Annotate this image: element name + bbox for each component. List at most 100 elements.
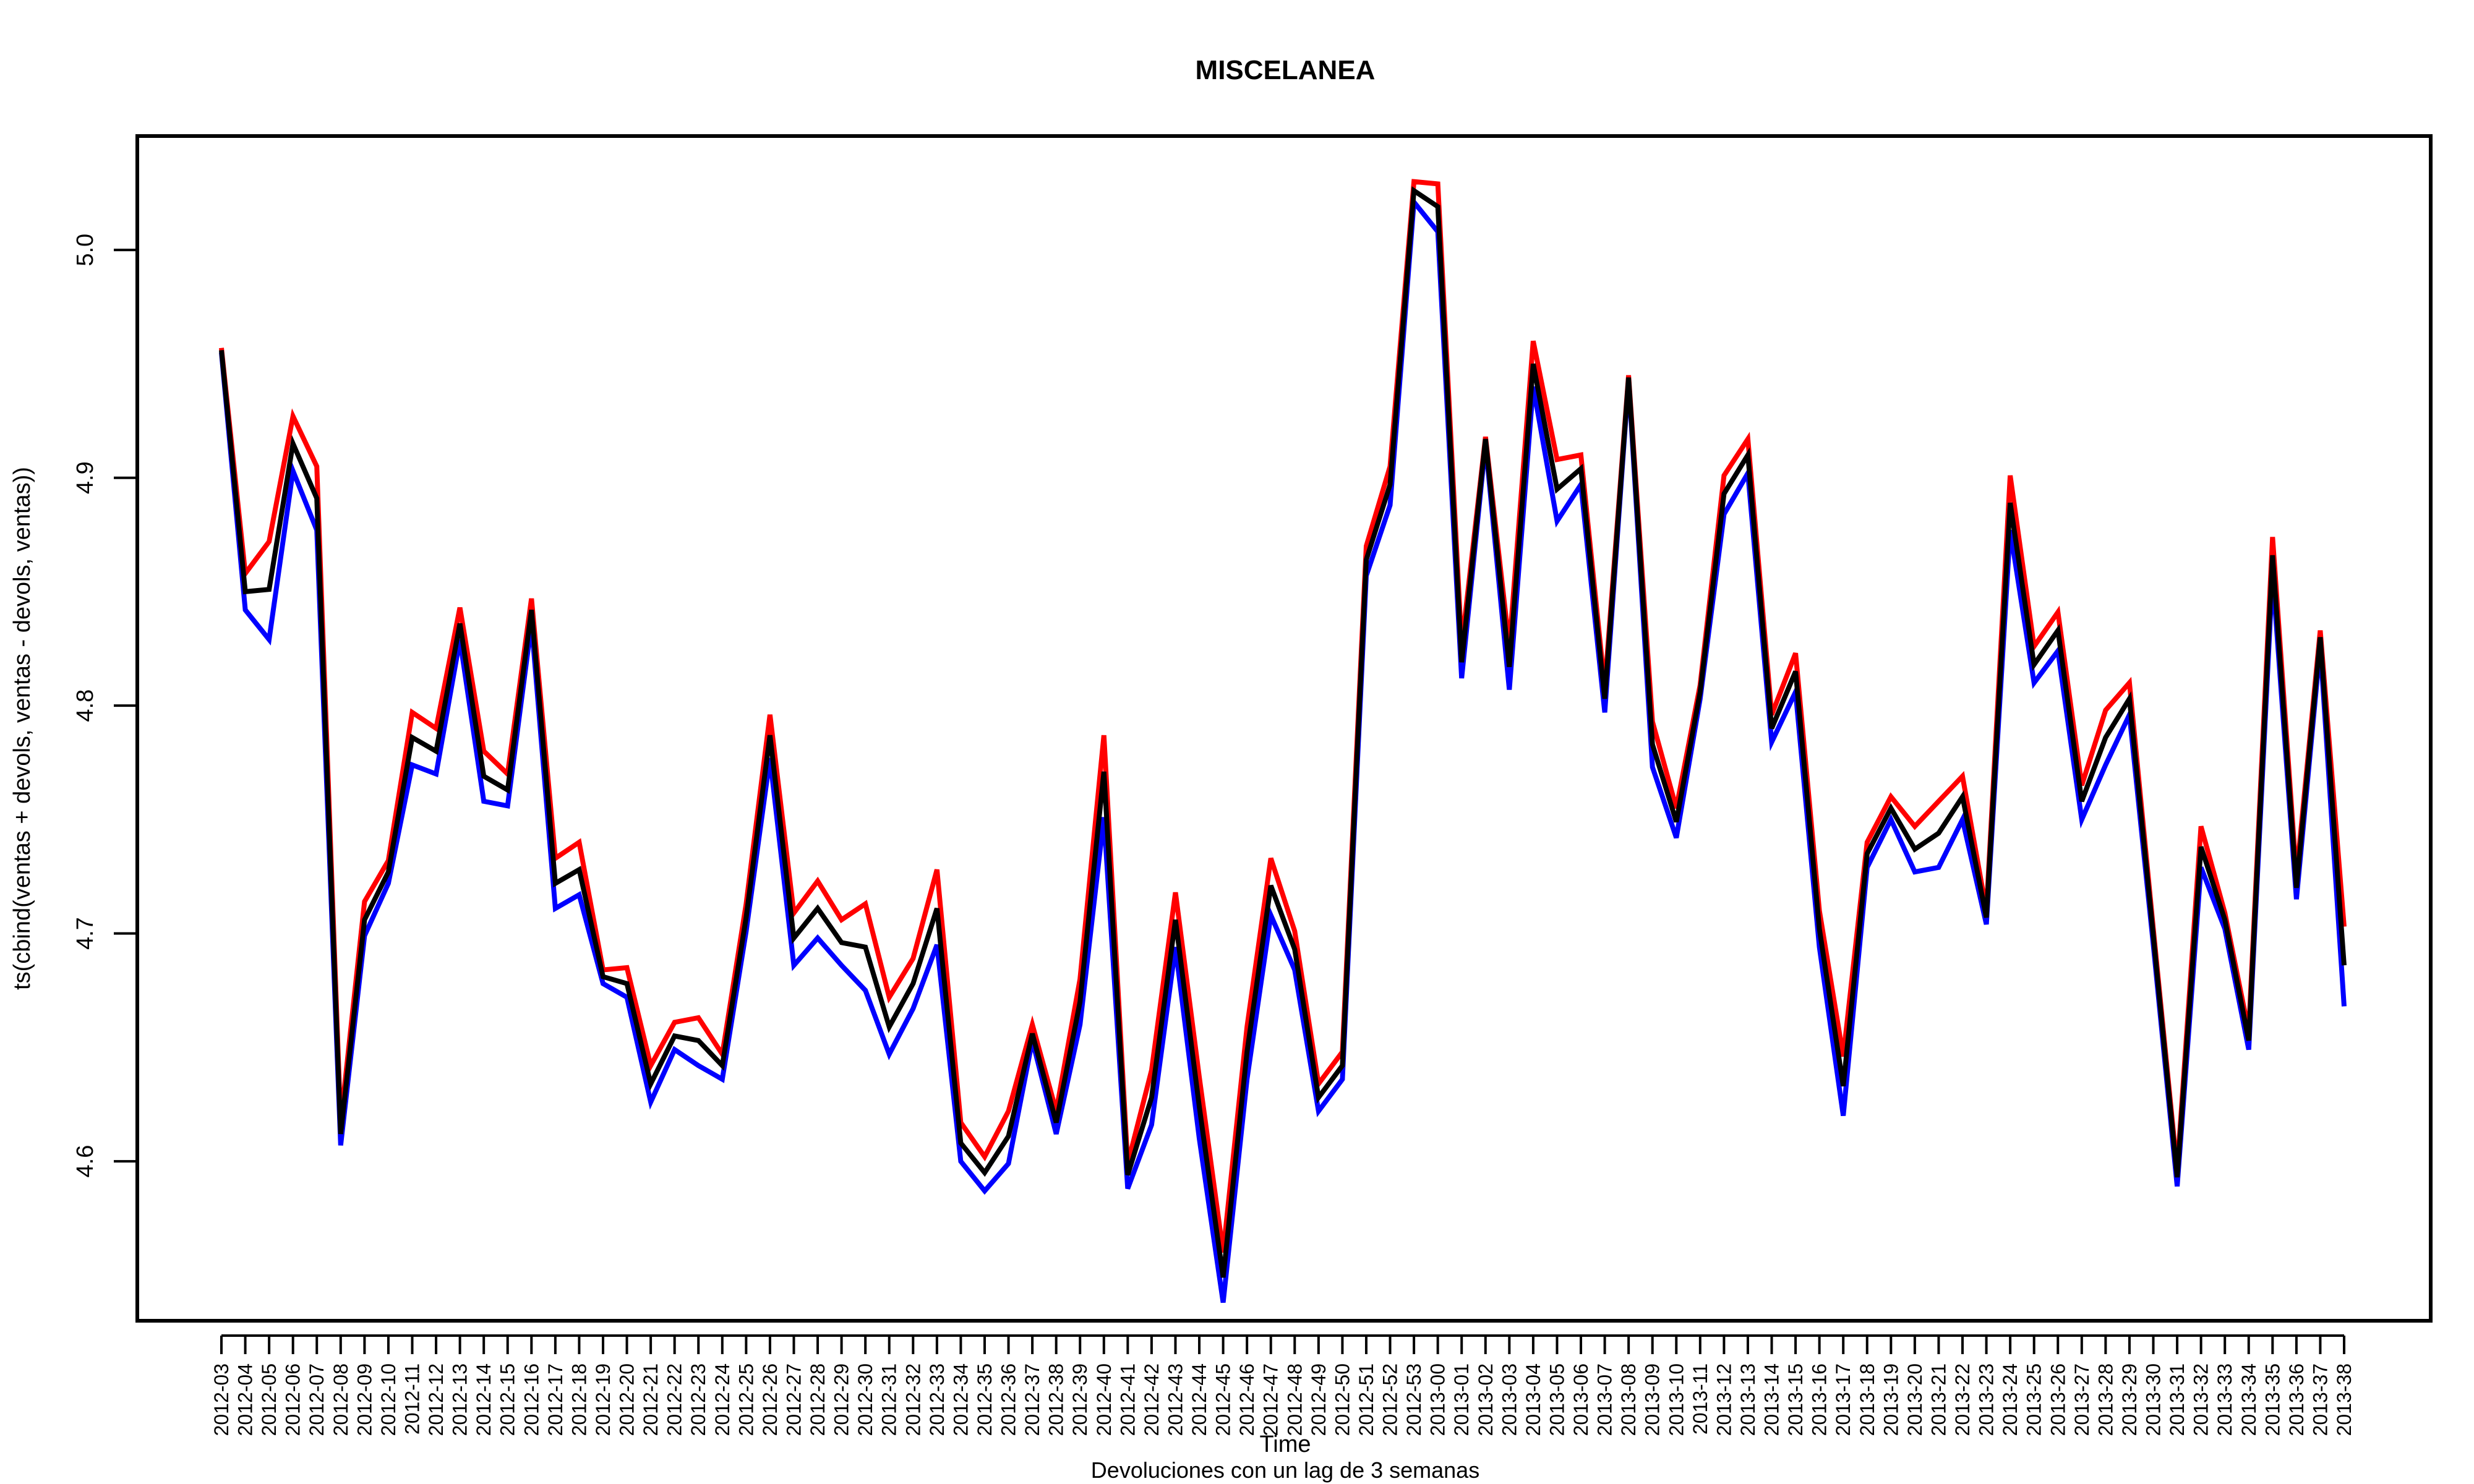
x-tick-label: 2013-20 [1904, 1363, 1926, 1436]
x-tick-label: 2013-27 [2071, 1363, 2093, 1436]
x-axis: 2012-03 2012-04 2012-05 2012-06 2012-07 2012-… [210, 1334, 2355, 1436]
x-tick-label: 2012-52 [1379, 1363, 1402, 1436]
x-tick-label: 2012-03 [210, 1363, 233, 1436]
x-tick-label: 2013-17 [1832, 1363, 1854, 1436]
x-tick-label: 2012-20 [616, 1363, 638, 1436]
x-tick-label: 2013-28 [2094, 1363, 2117, 1436]
x-tick-label: 2012-42 [1141, 1363, 1163, 1436]
y-tick-label: 4.8 [72, 689, 98, 722]
x-tick-label: 2012-53 [1403, 1363, 1425, 1436]
x-tick-label: 2013-06 [1570, 1363, 1592, 1436]
x-tick-label: 2012-05 [258, 1363, 280, 1436]
x-tick-label: 2013-37 [2309, 1363, 2331, 1436]
x-tick-label: 2012-17 [544, 1363, 567, 1436]
x-tick-label: 2013-31 [2166, 1363, 2188, 1436]
x-tick-label: 2012-50 [1331, 1363, 1353, 1436]
x-tick-label: 2013-33 [2214, 1363, 2236, 1436]
x-tick-label: 2012-28 [807, 1363, 829, 1436]
x-tick-label: 2012-29 [831, 1363, 853, 1436]
x-tick-label: 2013-24 [1999, 1363, 2021, 1436]
x-tick-label: 2012-14 [473, 1363, 495, 1436]
x-tick-label: 2012-31 [878, 1363, 901, 1436]
x-tick-label: 2012-51 [1355, 1363, 1377, 1436]
y-axis: 4.6 4.7 4.8 4.9 5.0 [72, 234, 139, 1178]
x-tick-label: 2012-33 [926, 1363, 948, 1436]
x-tick-label: 2013-12 [1713, 1363, 1735, 1436]
x-tick-label: 2012-15 [497, 1363, 519, 1436]
x-tick-label: 2012-32 [902, 1363, 924, 1436]
x-tick-label: 2012-30 [854, 1363, 876, 1436]
x-tick-label: 2013-08 [1617, 1363, 1640, 1436]
x-tick-label: 2012-04 [234, 1363, 257, 1436]
x-tick-label: 2012-40 [1093, 1363, 1115, 1436]
x-tick-label: 2012-34 [949, 1363, 972, 1436]
x-tick-label: 2013-11 [1689, 1363, 1711, 1435]
x-tick-label: 2013-21 [1927, 1363, 1950, 1436]
x-tick-label: 2012-38 [1045, 1363, 1068, 1436]
x-tick-label: 2013-19 [1880, 1363, 1902, 1436]
x-tick-label: 2012-35 [974, 1363, 996, 1436]
x-tick-label: 2012-27 [782, 1363, 805, 1436]
x-tick-label: 2012-45 [1212, 1363, 1235, 1436]
x-tick-label: 2012-44 [1188, 1363, 1210, 1436]
x-tick-label: 2012-25 [735, 1363, 757, 1436]
y-tick-label: 4.6 [72, 1145, 98, 1178]
x-tick-label: 2013-03 [1498, 1363, 1520, 1436]
x-tick-label: 2013-38 [2333, 1363, 2355, 1436]
x-tick-label: 2013-01 [1450, 1363, 1473, 1436]
x-tick-label: 2013-13 [1737, 1363, 1759, 1436]
x-tick-label: 2012-39 [1069, 1363, 1091, 1436]
y-axis-label: ts(cbind(ventas + devols, ventas - devol… [9, 467, 35, 990]
x-tick-label: 2012-11 [401, 1363, 423, 1435]
x-tick-label: 2013-26 [2047, 1363, 2069, 1436]
x-tick-label: 2013-36 [2285, 1363, 2308, 1436]
x-tick-label: 2012-22 [664, 1363, 686, 1436]
x-tick-label: 2013-14 [1761, 1363, 1783, 1436]
x-tick-label: 2012-23 [687, 1363, 709, 1436]
x-tick-label: 2012-46 [1236, 1363, 1258, 1436]
x-tick-label: 2013-23 [1975, 1363, 1998, 1436]
x-tick-label: 2013-25 [2023, 1363, 2045, 1436]
x-tick-label: 2012-16 [520, 1363, 542, 1436]
x-tick-label: 2012-09 [353, 1363, 375, 1436]
x-tick-label: 2012-07 [306, 1363, 328, 1436]
y-tick-label: 4.7 [72, 917, 98, 950]
chart-title: MISCELANEA [1196, 55, 1376, 85]
x-tick-label: 2013-29 [2118, 1363, 2141, 1436]
x-tick-label: 2012-47 [1260, 1363, 1282, 1436]
x-tick-label: 2012-06 [282, 1363, 304, 1436]
series-line-3 [219, 186, 2347, 1278]
x-tick-label: 2012-43 [1164, 1363, 1186, 1436]
x-tick-label: 2012-26 [759, 1363, 781, 1436]
x-tick-label: 2013-09 [1641, 1363, 1664, 1436]
x-tick-label: 2012-10 [377, 1363, 400, 1436]
x-tick-label: 2012-18 [568, 1363, 590, 1436]
x-tick-label: 2012-48 [1283, 1363, 1306, 1436]
x-tick-label: 2013-18 [1856, 1363, 1878, 1436]
chart-subtitle: Devoluciones con un lag de 3 semanas [1091, 1457, 1479, 1483]
x-tick-label: 2013-30 [2142, 1363, 2165, 1436]
x-axis-label: Time [1259, 1431, 1311, 1457]
y-tick-label: 5.0 [72, 234, 98, 267]
series-layer [219, 179, 2347, 1303]
x-tick-label: 2013-04 [1522, 1363, 1544, 1436]
x-tick-label: 2012-08 [330, 1363, 352, 1436]
x-tick-label: 2012-41 [1116, 1363, 1139, 1436]
x-tick-label: 2012-21 [640, 1363, 662, 1436]
x-tick-label: 2013-10 [1665, 1363, 1687, 1436]
x-tick-label: 2013-00 [1427, 1363, 1449, 1436]
x-tick-label: 2013-32 [2190, 1363, 2212, 1436]
x-tick-label: 2013-16 [1808, 1363, 1831, 1436]
x-tick-label: 2013-07 [1594, 1363, 1616, 1436]
x-tick-label: 2012-19 [592, 1363, 614, 1436]
x-tick-label: 2012-37 [1021, 1363, 1043, 1436]
x-tick-label: 2013-15 [1784, 1363, 1807, 1436]
x-tick-label: 2012-24 [711, 1363, 734, 1436]
x-tick-label: 2013-22 [1951, 1363, 1974, 1436]
y-tick-label: 4.9 [72, 461, 98, 494]
x-tick-label: 2012-13 [449, 1363, 471, 1436]
x-tick-label: 2013-02 [1475, 1363, 1497, 1436]
x-tick-label: 2013-05 [1546, 1363, 1568, 1436]
x-tick-label: 2013-34 [2238, 1363, 2260, 1436]
